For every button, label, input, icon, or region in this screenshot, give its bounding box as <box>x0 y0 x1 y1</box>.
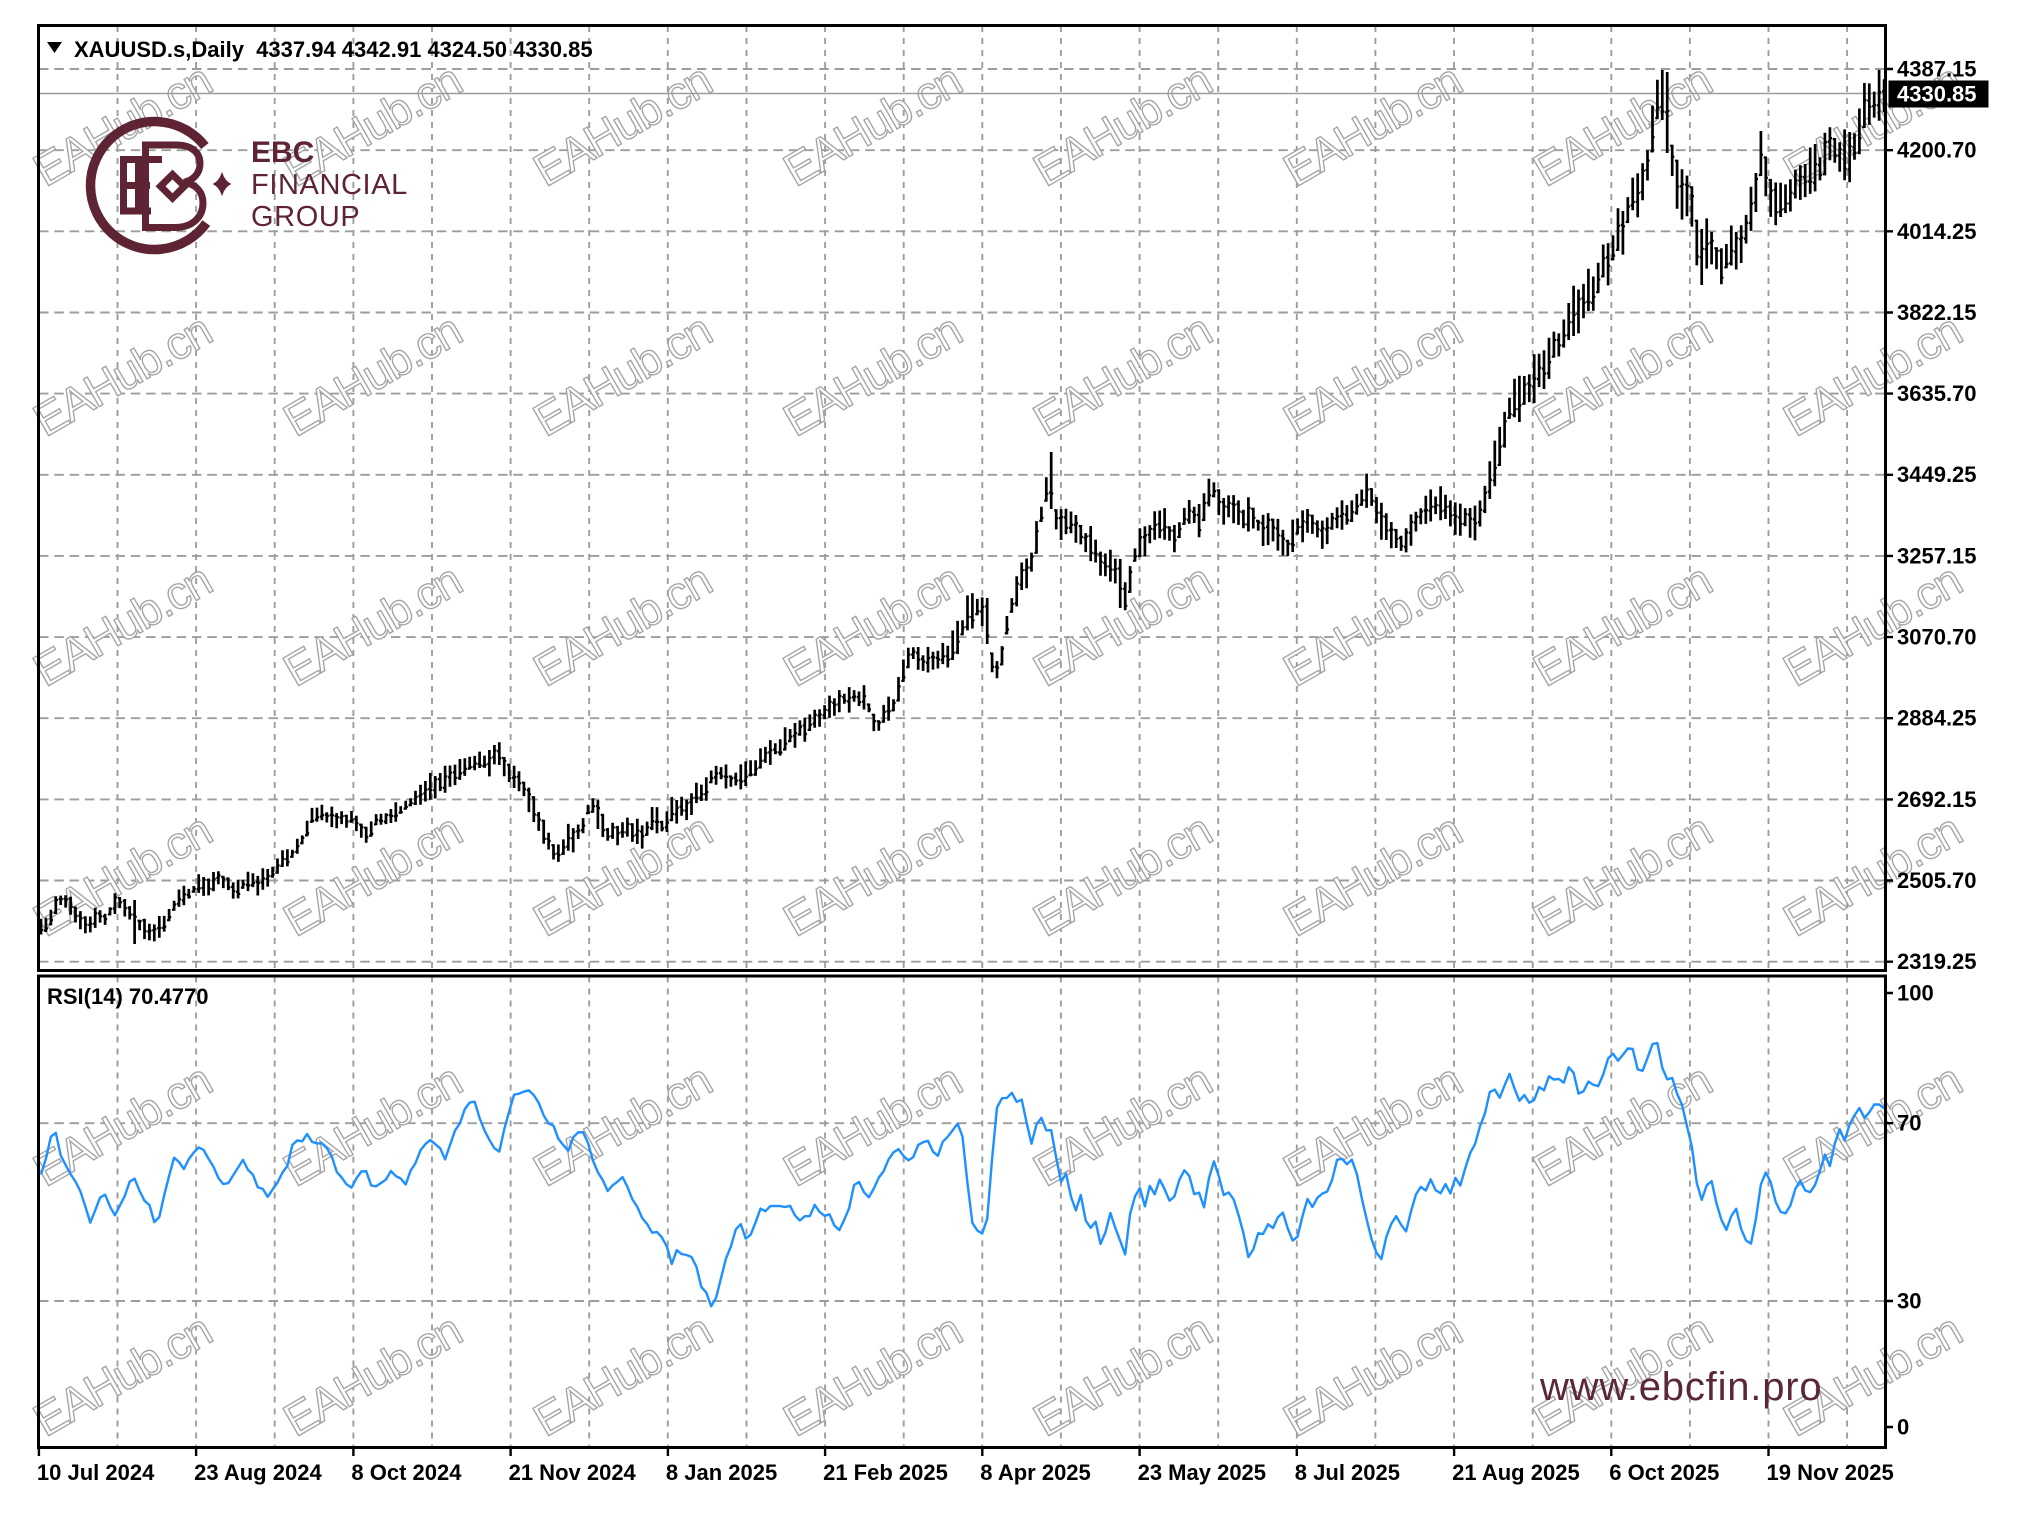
svg-text:4387.15: 4387.15 <box>1897 57 1977 82</box>
svg-text:8 Oct 2024: 8 Oct 2024 <box>351 1460 462 1485</box>
svg-text:3635.70: 3635.70 <box>1897 381 1977 406</box>
svg-text:RSI(14) 70.4770: RSI(14) 70.4770 <box>47 984 208 1009</box>
svg-text:3257.15: 3257.15 <box>1897 543 1977 568</box>
svg-text:21 Feb 2025: 21 Feb 2025 <box>823 1460 948 1485</box>
svg-text:2319.25: 2319.25 <box>1897 949 1977 974</box>
svg-text:3449.25: 3449.25 <box>1897 462 1977 487</box>
svg-text:3822.15: 3822.15 <box>1897 300 1977 325</box>
svg-text:23 May 2025: 23 May 2025 <box>1138 1460 1266 1485</box>
svg-text:FINANCIAL: FINANCIAL <box>251 169 408 201</box>
svg-text:www.ebcfin.pro: www.ebcfin.pro <box>1539 1365 1822 1409</box>
svg-text:100: 100 <box>1897 981 1934 1006</box>
svg-text:EBC: EBC <box>251 136 314 169</box>
svg-text:23 Aug 2024: 23 Aug 2024 <box>194 1460 322 1485</box>
svg-text:21 Nov 2024: 21 Nov 2024 <box>509 1460 637 1485</box>
svg-text:4014.25: 4014.25 <box>1897 219 1977 244</box>
svg-text:4330.85: 4330.85 <box>1897 82 1977 107</box>
svg-text:8 Jan 2025: 8 Jan 2025 <box>666 1460 777 1485</box>
svg-text:0: 0 <box>1897 1415 1909 1440</box>
svg-text:6 Oct 2025: 6 Oct 2025 <box>1609 1460 1719 1485</box>
svg-text:XAUUSD.s,Daily 4337.94 4342.9: XAUUSD.s,Daily 4337.94 4342.91 4324.50 4… <box>74 37 593 62</box>
svg-text:10 Jul 2024: 10 Jul 2024 <box>37 1460 155 1485</box>
svg-text:70: 70 <box>1897 1111 1921 1136</box>
svg-text:19 Nov 2025: 19 Nov 2025 <box>1767 1460 1894 1485</box>
svg-text:21 Aug 2025: 21 Aug 2025 <box>1452 1460 1580 1485</box>
svg-text:3070.70: 3070.70 <box>1897 625 1977 650</box>
svg-text:2692.15: 2692.15 <box>1897 787 1977 812</box>
svg-text:GROUP: GROUP <box>251 201 360 233</box>
svg-text:4200.70: 4200.70 <box>1897 138 1977 163</box>
svg-text:8 Jul 2025: 8 Jul 2025 <box>1295 1460 1400 1485</box>
svg-text:2884.25: 2884.25 <box>1897 706 1977 731</box>
svg-text:2505.70: 2505.70 <box>1897 868 1977 893</box>
svg-text:8 Apr 2025: 8 Apr 2025 <box>980 1460 1090 1485</box>
svg-text:30: 30 <box>1897 1289 1921 1314</box>
